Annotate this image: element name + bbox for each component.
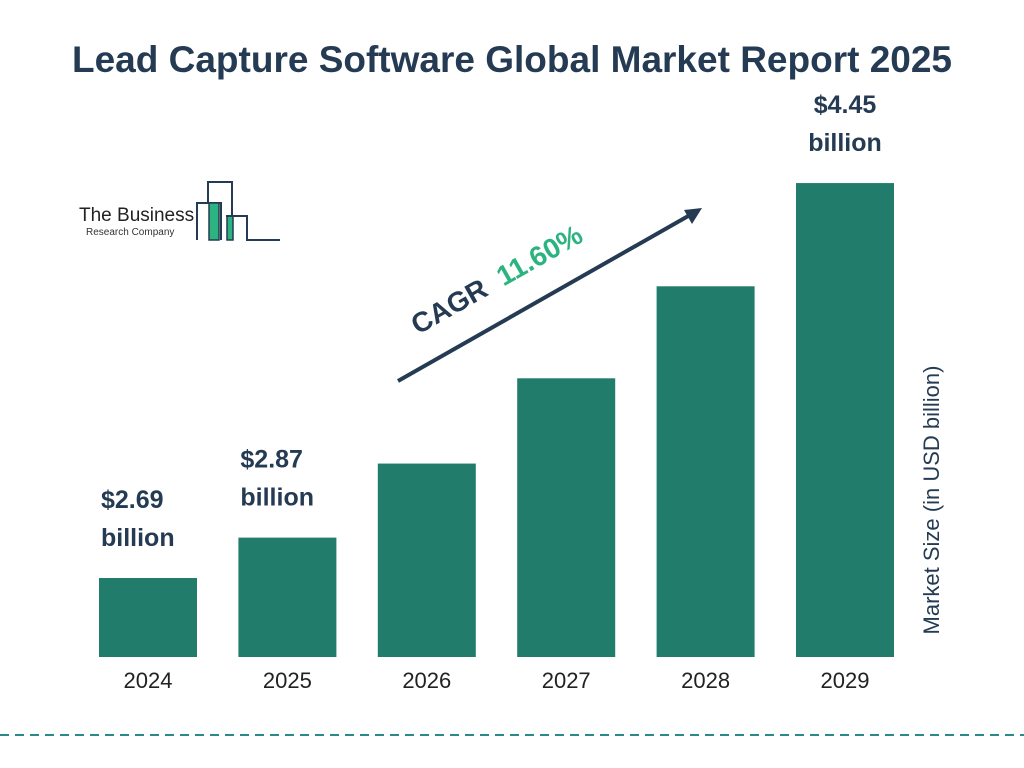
logo-text-line2: Research Company [86, 227, 175, 238]
cagr-arrow-head-icon [684, 208, 702, 224]
bar-2028 [656, 286, 755, 657]
x-tick-label: 2027 [542, 668, 591, 693]
x-tick-label: 2025 [263, 668, 312, 693]
x-tick-label: 2028 [681, 668, 730, 693]
cagr-arrow-line [397, 213, 691, 383]
bar-2027 [517, 378, 616, 657]
chart-title: Lead Capture Software Global Market Repo… [71, 39, 952, 80]
x-tick-label: 2024 [124, 668, 173, 693]
logo-text-line1: The Business [79, 205, 195, 226]
cagr-label: CAGR [406, 273, 493, 341]
x-tick-label: 2026 [402, 668, 451, 693]
bar-2026 [377, 463, 476, 657]
bar-2029 [796, 183, 894, 657]
x-tick-label: 2029 [821, 668, 870, 693]
data-label-2025: $2.87 billion [240, 446, 314, 512]
data-label-2029: $4.45 billion [808, 91, 882, 157]
y-axis-label: Market Size (in USD billion) [919, 365, 944, 635]
cagr-annotation: CAGR 11.60% [397, 208, 702, 383]
bar-2025 [238, 537, 337, 657]
data-label-2024: $2.69 billion [101, 486, 175, 552]
bar-2024 [99, 578, 197, 657]
svg-text:CAGR 11.60%: CAGR 11.60% [406, 219, 588, 340]
